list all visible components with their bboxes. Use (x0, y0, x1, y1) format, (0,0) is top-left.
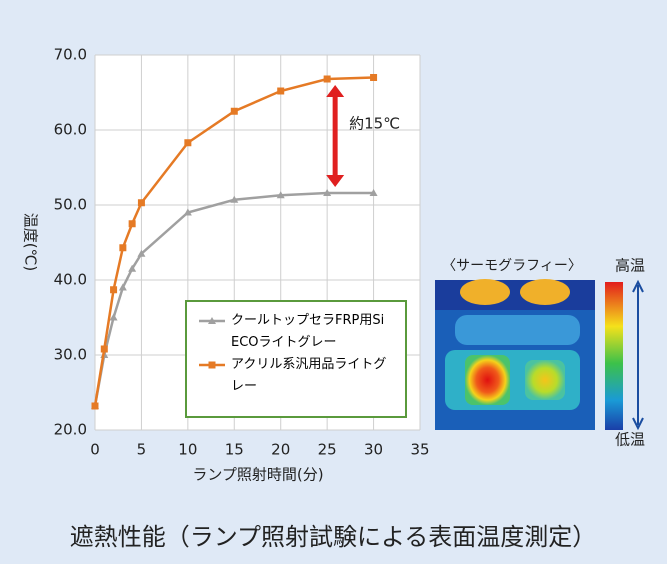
point (138, 199, 145, 206)
page: 温度(℃) ランプ照射時間(分) 遮熱性能（ランプ照射試験による表面温度測定） … (0, 0, 667, 564)
x-tick-label: 0 (90, 441, 100, 459)
y-tick-label: 60.0 (54, 121, 87, 139)
point (370, 74, 377, 81)
legend-item: アクリル系汎用品ライトグレー (197, 354, 399, 398)
x-tick-label: 20 (271, 441, 290, 459)
x-tick-label: 10 (178, 441, 197, 459)
x-tick-label: 5 (137, 441, 147, 459)
point (324, 76, 331, 83)
thermo-low: 低温 (615, 431, 645, 449)
y-tick-label: 40.0 (54, 271, 87, 289)
legend-item: クールトップセラFRP用Si ECOライトグレー (197, 310, 399, 354)
legend-label: アクリル系汎用品ライトグレー (231, 357, 386, 394)
color-scale (605, 282, 623, 430)
chart-title: 遮熱性能（ランプ照射試験による表面温度測定） (70, 523, 597, 551)
x-tick-label: 15 (225, 441, 244, 459)
chart: 温度(℃) ランプ照射時間(分) 遮熱性能（ランプ照射試験による表面温度測定） … (0, 0, 667, 564)
point (101, 346, 108, 353)
point (119, 244, 126, 251)
y-tick-label: 20.0 (54, 421, 87, 439)
thermal-image (435, 279, 595, 430)
y-tick-label: 50.0 (54, 196, 87, 214)
legend: クールトップセラFRP用Si ECOライトグレーアクリル系汎用品ライトグレー (185, 300, 407, 418)
point (129, 220, 136, 227)
point (184, 139, 191, 146)
x-tick-label: 25 (318, 441, 337, 459)
y-tick-label: 30.0 (54, 346, 87, 364)
thermo-title: 〈サーモグラフィー〉 (442, 258, 582, 274)
point (92, 403, 99, 410)
point (110, 286, 117, 293)
legend-swatch (197, 313, 227, 329)
point (231, 108, 238, 115)
x-tick-label: 35 (410, 441, 429, 459)
annotation: 約15℃ (349, 115, 400, 133)
point (277, 88, 284, 95)
y-tick-label: 70.0 (54, 46, 87, 64)
legend-label: クールトップセラFRP用Si ECOライトグレー (231, 313, 384, 350)
y-axis-label: 温度(℃) (22, 213, 40, 272)
legend-swatch (197, 357, 227, 373)
x-axis-label: ランプ照射時間(分) (192, 466, 323, 484)
thermo-high: 高温 (615, 257, 645, 275)
x-tick-label: 30 (364, 441, 383, 459)
